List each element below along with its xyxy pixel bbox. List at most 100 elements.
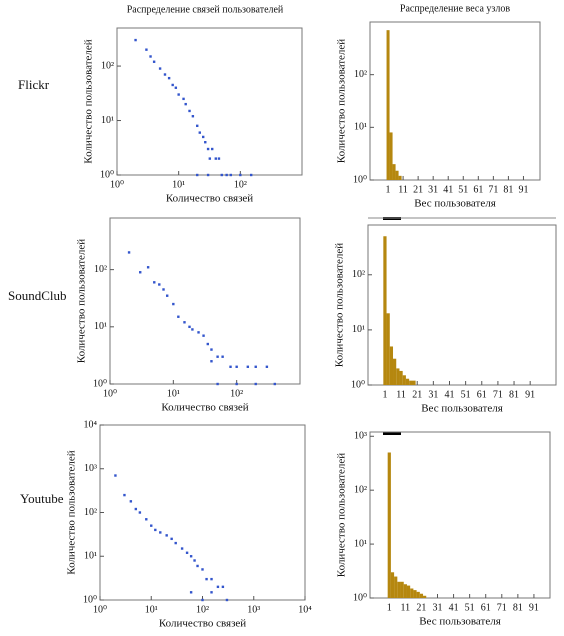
x-tick-label: 51: [461, 389, 471, 400]
x-tick-label: 31: [433, 602, 443, 613]
point: [273, 382, 276, 386]
point: [177, 93, 180, 96]
bar: [419, 593, 424, 598]
point: [167, 76, 171, 80]
column-title: Распределение веса узлов: [400, 3, 510, 14]
point: [254, 365, 257, 368]
x-tick-label: 21: [416, 602, 426, 613]
y-tick-label: 10²: [354, 484, 367, 495]
x-tick-label: 10¹: [172, 179, 185, 190]
y-axis-label: Количество пользователей: [66, 450, 78, 575]
point: [196, 124, 199, 128]
point: [198, 131, 201, 134]
y-axis-label: Количество пользователей: [334, 243, 346, 368]
bar: [413, 590, 417, 598]
point: [196, 173, 199, 177]
point: [153, 281, 156, 284]
point: [158, 283, 161, 286]
x-axis-label: Количество связей: [159, 618, 246, 630]
point: [216, 585, 220, 589]
x-tick-label: 31: [428, 184, 438, 195]
bar: [386, 30, 390, 180]
x-tick-label: 11: [396, 389, 406, 400]
plot-frame: [369, 21, 541, 181]
y-tick-label: 10⁴: [84, 419, 98, 430]
point: [174, 541, 177, 545]
x-tick-label: 10¹: [145, 604, 158, 615]
point: [210, 577, 213, 581]
x-tick-label: 21: [412, 389, 422, 400]
y-axis-label: Количество пользователей: [336, 39, 348, 164]
x-tick-label: 91: [525, 389, 535, 400]
x-tick-label: 61: [481, 602, 491, 613]
x-tick-label: 11: [401, 602, 411, 613]
point: [221, 355, 224, 358]
point: [134, 507, 138, 511]
point: [123, 493, 126, 497]
point: [196, 564, 199, 568]
x-tick-label: 10²: [196, 604, 209, 615]
y-tick-label: 10⁰: [100, 169, 114, 180]
bar: [405, 378, 410, 385]
y-tick-label: 10²: [354, 69, 367, 80]
point: [201, 568, 204, 571]
y-tick-label: 10²: [352, 269, 365, 280]
x-axis-label: Вес пользователя: [419, 616, 501, 628]
plot-frame: [109, 217, 301, 385]
x-tick-label: 10⁴: [298, 604, 312, 615]
bar: [423, 595, 427, 598]
point: [202, 334, 205, 337]
point: [165, 294, 169, 297]
point: [217, 157, 221, 160]
y-tick-label: 10⁰: [353, 592, 367, 603]
bar: [399, 370, 403, 385]
bar: [383, 236, 387, 385]
bar: [409, 380, 416, 385]
y-tick-label: 10²: [94, 264, 107, 275]
point: [163, 73, 167, 76]
y-tick-label: 10¹: [94, 321, 107, 332]
x-tick-label: 51: [465, 602, 475, 613]
point: [211, 147, 214, 151]
x-tick-label: 10¹: [167, 388, 180, 399]
bar: [387, 452, 391, 598]
point: [246, 365, 250, 368]
x-tick-label: 1: [386, 184, 391, 195]
y-axis-label: Количество пользователей: [83, 39, 95, 164]
x-tick-label: 71: [493, 389, 503, 400]
y-tick-label: 10¹: [352, 324, 365, 335]
point: [191, 328, 194, 331]
y-tick-label: 10⁰: [351, 379, 365, 390]
point: [193, 559, 196, 562]
point: [208, 157, 212, 160]
point: [225, 173, 228, 177]
point: [210, 360, 213, 363]
point: [191, 115, 195, 118]
y-axis-label: Количество пользователей: [336, 453, 348, 578]
x-tick-label: 10³: [247, 604, 260, 615]
point: [210, 591, 213, 594]
point: [221, 585, 225, 589]
x-axis-label: Вес пользователя: [421, 403, 503, 415]
y-tick-label: 10¹: [354, 122, 367, 133]
point: [265, 365, 269, 368]
x-tick-label: 71: [497, 602, 507, 613]
x-tick-label: 21: [413, 184, 423, 195]
x-tick-label: 1: [387, 602, 392, 613]
x-tick-label: 81: [503, 184, 513, 195]
point: [197, 331, 200, 334]
y-axis-label: Количество пользователей: [76, 239, 88, 364]
point: [202, 135, 205, 139]
x-tick-label: 41: [444, 389, 454, 400]
point: [220, 173, 223, 177]
point: [152, 60, 156, 63]
x-tick-label: 81: [509, 389, 519, 400]
y-tick-label: 10³: [84, 463, 97, 474]
point: [138, 511, 142, 514]
point: [146, 266, 150, 269]
point: [182, 97, 185, 101]
bar: [406, 585, 411, 598]
bar: [394, 576, 398, 598]
